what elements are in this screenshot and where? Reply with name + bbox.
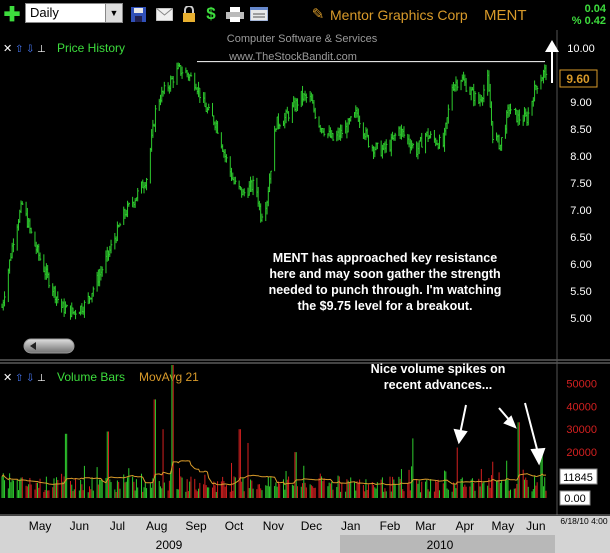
print-icon[interactable] [226,5,244,23]
volume-axis-tick: 50000 [566,378,597,390]
price-panel-header: ✕ ⇧ ⇩ ⊥ Price History [3,41,125,55]
arrow-up-icon[interactable]: ⇧ [15,44,23,55]
date-stamp: 6/18/10 4:00 [560,516,608,526]
close-icon[interactable]: ✕ [3,372,12,384]
year-label: 2009 [156,538,183,552]
watermark-industry: Computer Software & Services [227,33,378,45]
month-label: Mar [415,519,436,533]
save-icon[interactable] [130,5,146,23]
price-axis-tick: 5.00 [570,313,591,325]
price-axis-tick: 6.00 [570,259,591,271]
month-label: Feb [380,519,401,533]
last-price: 9.60 [566,72,590,86]
arrow-icon [530,447,546,466]
volume-zero-box [559,490,591,506]
price-axis-tick: 7.50 [570,178,591,190]
price-axis-tick: 6.50 [570,232,591,244]
arrow-down-icon[interactable]: ⇩ [26,44,34,55]
mail-icon[interactable] [155,5,173,23]
price-axis-tick: 8.50 [570,124,591,136]
last-volume-box [559,468,598,485]
watermark-site: www.TheStockBandit.com [228,51,357,63]
price-axis-tick: 7.00 [570,205,591,217]
period-select[interactable]: Daily ▼ [25,3,123,23]
scroll-handle[interactable] [23,338,75,354]
ma-label: MovAvg 21 [139,370,199,384]
volume-panel-label: Volume Bars [57,370,125,384]
arrow-icon [453,428,468,445]
month-label: Jan [341,519,360,533]
last-price-box [559,69,598,88]
month-label: Sep [185,519,207,533]
arrow-down-icon[interactable]: ⇩ [26,373,34,384]
last-volume: 11845 [563,472,593,484]
dollar-icon[interactable]: $ [206,4,216,23]
price-axis-tick: 8.00 [570,151,591,163]
chart-area: ✕ ⇧ ⇩ ⊥ Price History Computer Software … [0,30,610,553]
change-value: 0.04 [584,3,606,15]
volume-arrows [453,402,546,466]
price-axis-tick: 5.50 [570,286,591,298]
year-label: 2010 [427,538,454,552]
arrow-icon [503,415,517,429]
month-label: Aug [146,519,167,533]
add-chart-button[interactable]: ✚ [3,3,21,26]
price-panel-label: Price History [57,41,125,55]
volume-panel-header: ✕ ⇧ ⇩ ⊥ Volume Bars MovAvg 21 [3,370,199,384]
breakout-arrow-icon [545,40,559,83]
month-label: Jun [526,519,545,533]
annotation-line: here and may soon gather the strength [269,267,500,281]
company-name: Mentor Graphics Corp [330,7,468,23]
pin-icon[interactable]: ⊥ [37,44,46,55]
annotation-line: the $9.75 level for a breakout. [297,299,472,313]
month-label: Nov [263,519,284,533]
chevron-down-icon[interactable]: ▼ [105,4,122,22]
pin-icon[interactable]: ⊥ [37,373,46,384]
toolbar: ✚ Daily ▼ $ ✎ Mentor Graphics Corp MENT … [0,0,610,30]
arrow-up-icon[interactable]: ⇧ [15,373,23,384]
volume-moving-average [1,460,546,486]
ticker-symbol: MENT [484,7,527,24]
price-annotation: MENT has approached key resistance here … [269,251,502,313]
year-band [340,535,555,553]
month-label: May [492,519,515,533]
volume-axis-tick: 40000 [566,401,597,413]
annotation-line: needed to punch through. I'm watching [269,283,502,297]
arrow-icon [459,404,467,435]
month-label: May [29,519,52,533]
month-label: Apr [456,519,475,533]
month-label: Dec [301,519,322,533]
annotation-line: MENT has approached key resistance [273,251,497,265]
month-label: Jun [70,519,89,533]
month-label: Jul [110,519,125,533]
volume-axis-tick: 30000 [566,424,597,436]
annotation-line: Nice volume spikes on [371,362,506,376]
change-percent: % 0.42 [571,15,606,27]
close-icon[interactable]: ✕ [3,43,12,55]
price-change: 0.04 % 0.42 [572,3,606,27]
lock-icon[interactable] [180,5,198,23]
price-axis-tick: 10.00 [567,43,595,55]
annotation-line: recent advances... [384,378,492,392]
pencil-icon[interactable]: ✎ [311,6,325,23]
price-axis-tick: 9.00 [570,97,591,109]
volume-annotation: Nice volume spikes on recent advances... [371,362,506,392]
period-value: Daily [30,5,59,20]
month-label: Oct [225,519,244,533]
volume-zero: 0.00 [564,493,585,505]
table-icon[interactable] [250,5,268,23]
volume-axis-tick: 20000 [566,447,597,459]
arrow-icon [524,402,539,454]
